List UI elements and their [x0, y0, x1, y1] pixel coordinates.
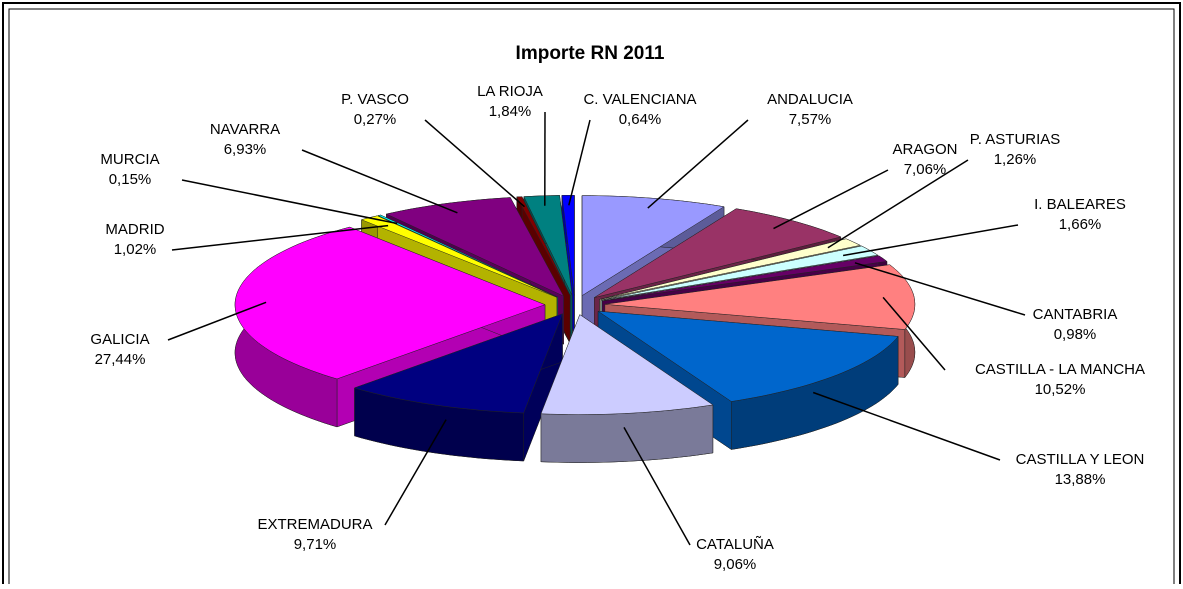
- leader-line: [302, 150, 457, 213]
- slice-value-label: 9,06%: [714, 556, 757, 573]
- leader-line: [569, 120, 590, 205]
- leader-line: [648, 120, 748, 208]
- slice-value-label: 9,71%: [294, 536, 337, 553]
- slice-label: CATALUÑA: [696, 536, 774, 553]
- slice-label: ARAGON: [892, 141, 957, 158]
- leader-line: [813, 393, 1000, 461]
- leader-line: [843, 225, 1018, 256]
- slice-value-label: 0,98%: [1054, 326, 1097, 343]
- slice-label: MADRID: [105, 221, 164, 238]
- slice-label: CASTILLA Y LEON: [1016, 451, 1145, 468]
- slice-value-label: 0,15%: [109, 171, 152, 188]
- leader-line: [425, 120, 525, 207]
- slice-value-label: 0,27%: [354, 111, 397, 128]
- slice-label: GALICIA: [90, 331, 149, 348]
- slice-value-label: 7,06%: [904, 161, 947, 178]
- slice-label: MURCIA: [100, 151, 159, 168]
- slice-label: I. BALEARES: [1034, 196, 1126, 213]
- slice-value-label: 10,52%: [1035, 381, 1086, 398]
- leader-line: [828, 160, 968, 248]
- slice-label: C. VALENCIANA: [583, 91, 696, 108]
- slice-label: CANTABRIA: [1033, 306, 1118, 323]
- slice-value-label: 1,66%: [1059, 216, 1102, 233]
- slice-label: CASTILLA - LA MANCHA: [975, 361, 1145, 378]
- slice-label: NAVARRA: [210, 121, 280, 138]
- leader-line: [774, 170, 889, 229]
- chart-title: Importe RN 2011: [516, 43, 665, 64]
- slice-value-label: 27,44%: [95, 351, 146, 368]
- slice-label: P. VASCO: [341, 91, 409, 108]
- slice-value-label: 1,02%: [114, 241, 157, 258]
- slice-label: P. ASTURIAS: [970, 131, 1061, 148]
- slice-value-label: 0,64%: [619, 111, 662, 128]
- slice-label: ANDALUCIA: [767, 91, 853, 108]
- leader-line: [182, 180, 397, 224]
- slice-value-label: 7,57%: [789, 111, 832, 128]
- slice-value-label: 6,93%: [224, 141, 267, 158]
- slice-value-label: 13,88%: [1055, 471, 1106, 488]
- slice-value-label: 1,84%: [489, 103, 532, 120]
- slice-label: LA RIOJA: [477, 83, 543, 100]
- slice-value-label: 1,26%: [994, 151, 1037, 168]
- slice-label: EXTREMADURA: [257, 516, 372, 533]
